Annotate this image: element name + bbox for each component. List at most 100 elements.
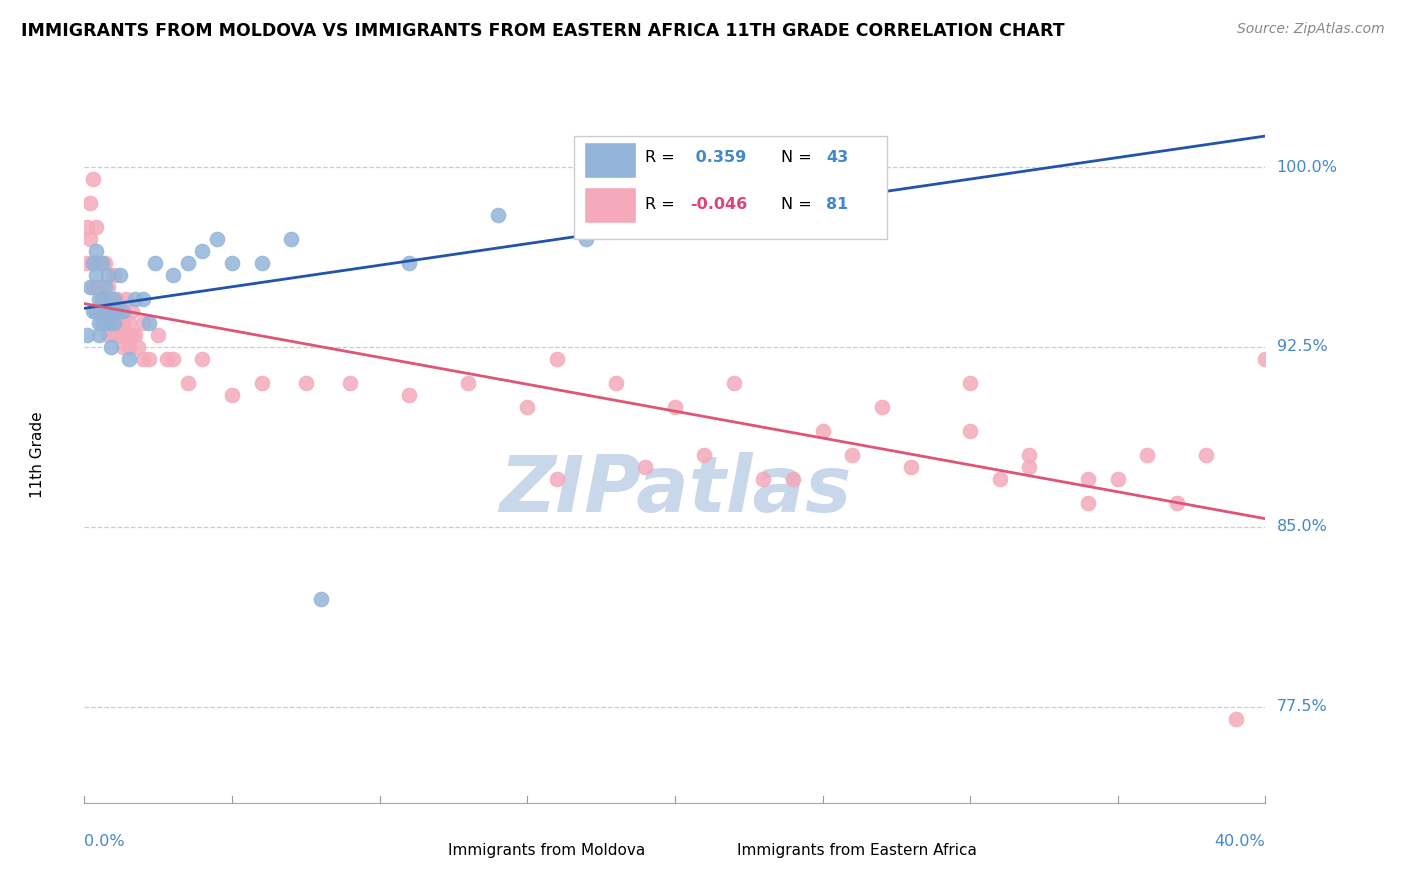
Point <box>94 280 117 294</box>
Point <box>664 400 686 414</box>
FancyBboxPatch shape <box>583 187 636 223</box>
Point <box>191 351 214 366</box>
Point <box>1166 496 1188 510</box>
Point <box>486 208 509 222</box>
Text: Source: ZipAtlas.com: Source: ZipAtlas.com <box>1237 22 1385 37</box>
Point <box>82 304 104 318</box>
Point <box>723 376 745 390</box>
Point <box>94 316 117 330</box>
Point <box>250 256 273 270</box>
Text: 40.0%: 40.0% <box>1215 834 1265 849</box>
Point <box>959 376 981 390</box>
Point <box>900 459 922 474</box>
Point <box>1254 351 1277 366</box>
Point <box>191 244 214 258</box>
Point <box>782 472 804 486</box>
Point <box>76 256 98 270</box>
Point <box>91 280 114 294</box>
Point <box>97 328 120 343</box>
Point <box>82 256 104 270</box>
Point <box>91 256 114 270</box>
Point <box>100 292 122 306</box>
Point <box>108 328 131 343</box>
Point <box>398 256 420 270</box>
Point <box>94 292 117 306</box>
Point <box>79 196 101 211</box>
Point <box>221 256 243 270</box>
Point <box>105 292 128 306</box>
Point <box>693 448 716 462</box>
Point <box>103 304 125 318</box>
Text: Immigrants from Eastern Africa: Immigrants from Eastern Africa <box>738 843 977 857</box>
Point <box>138 351 160 366</box>
Point <box>103 328 125 343</box>
Point <box>177 256 200 270</box>
FancyBboxPatch shape <box>690 836 730 863</box>
Point <box>87 280 111 294</box>
Point <box>546 472 568 486</box>
Point <box>752 472 775 486</box>
Point <box>156 351 179 366</box>
Point <box>1018 459 1040 474</box>
FancyBboxPatch shape <box>401 836 441 863</box>
Text: 0.0%: 0.0% <box>84 834 125 849</box>
Point <box>87 292 111 306</box>
Text: 0.359: 0.359 <box>690 151 747 165</box>
Point <box>309 591 332 606</box>
Point <box>811 424 834 438</box>
Point <box>546 351 568 366</box>
Point <box>91 304 114 318</box>
Text: IMMIGRANTS FROM MOLDOVA VS IMMIGRANTS FROM EASTERN AFRICA 11TH GRADE CORRELATION: IMMIGRANTS FROM MOLDOVA VS IMMIGRANTS FR… <box>21 22 1064 40</box>
Point <box>339 376 361 390</box>
Point <box>103 292 125 306</box>
Point <box>79 280 101 294</box>
Point <box>121 304 143 318</box>
Point <box>148 328 170 343</box>
Point <box>94 256 117 270</box>
Point <box>97 280 120 294</box>
Point <box>177 376 200 390</box>
Point <box>84 268 107 282</box>
Text: Immigrants from Moldova: Immigrants from Moldova <box>449 843 645 857</box>
Point <box>1077 496 1099 510</box>
Point <box>205 232 228 246</box>
Point <box>162 268 184 282</box>
Point <box>100 316 122 330</box>
Point <box>1107 472 1129 486</box>
Point <box>111 340 134 354</box>
Point <box>634 196 657 211</box>
Point <box>103 316 125 330</box>
Point <box>118 340 141 354</box>
Text: R =: R = <box>645 151 681 165</box>
Text: N =: N = <box>782 197 817 212</box>
Point <box>84 304 107 318</box>
Point <box>605 376 627 390</box>
Point <box>100 340 122 354</box>
Point <box>132 316 155 330</box>
Point <box>280 232 302 246</box>
Point <box>575 232 598 246</box>
Point <box>84 256 107 270</box>
Point <box>988 472 1011 486</box>
Point <box>870 400 893 414</box>
Point <box>84 244 107 258</box>
Text: N =: N = <box>782 151 817 165</box>
Point <box>1225 712 1247 726</box>
Point <box>84 219 107 234</box>
Point <box>127 340 149 354</box>
Point <box>118 351 141 366</box>
Point <box>111 316 134 330</box>
Text: 11th Grade: 11th Grade <box>30 411 45 499</box>
Point <box>841 448 863 462</box>
Point <box>841 160 863 174</box>
Point <box>97 268 120 282</box>
Point <box>87 304 111 318</box>
Point <box>132 292 155 306</box>
Point <box>143 256 166 270</box>
Text: 100.0%: 100.0% <box>1277 160 1337 175</box>
Point <box>221 388 243 402</box>
Point <box>82 280 104 294</box>
Point <box>1136 448 1159 462</box>
Point <box>105 304 128 318</box>
Point <box>87 328 111 343</box>
